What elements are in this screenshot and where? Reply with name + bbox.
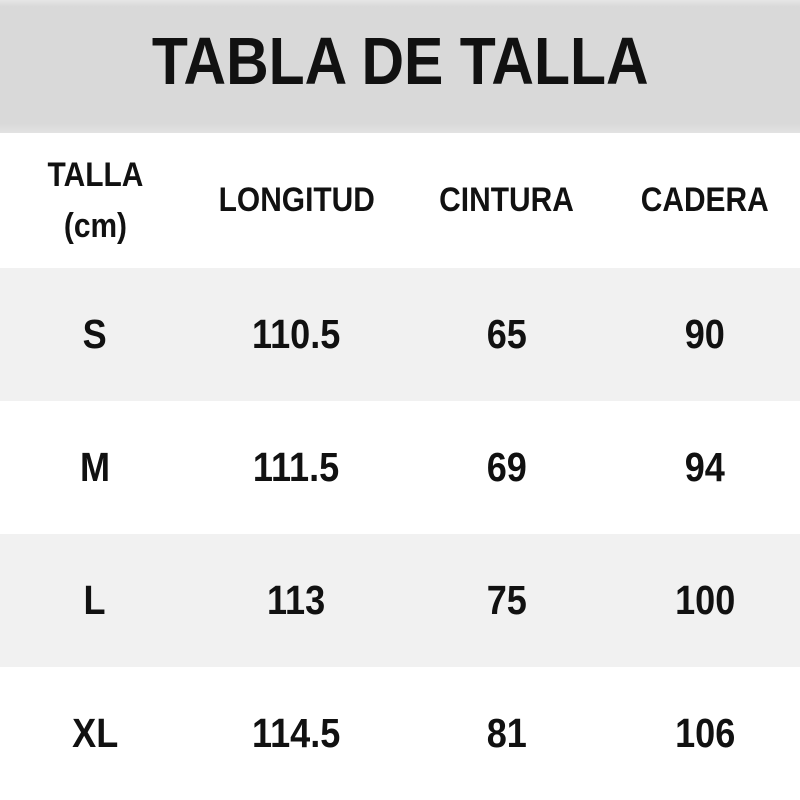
column-header-talla: TALLA (cm) [0, 133, 190, 268]
table-row-xl: XL 114.5 81 106 [0, 667, 800, 800]
cell-cintura: 69 [486, 444, 527, 490]
cell-cadera: 100 [674, 577, 736, 623]
table-row-s: S 110.5 65 90 [0, 268, 800, 401]
column-header-talla-unit: (cm) [63, 206, 127, 245]
cell-cadera: 94 [684, 444, 726, 490]
cell-cadera: 90 [684, 311, 726, 357]
cell-talla: S [82, 311, 108, 357]
column-header-cintura: CINTURA [439, 181, 574, 219]
cell-longitud: 114.5 [252, 710, 341, 756]
title-band: TABLA DE TALLA [0, 0, 800, 133]
cell-longitud: 113 [267, 577, 326, 623]
cell-cintura: 75 [486, 577, 527, 623]
column-header-cadera: CADERA [640, 181, 769, 219]
cell-talla: M [79, 444, 111, 490]
size-table: TALLA (cm) LONGITUD CINTURA CADERA S 110… [0, 133, 800, 800]
page-title: TABLA DE TALLA [151, 24, 649, 99]
column-header-longitud: LONGITUD [218, 181, 375, 219]
cell-longitud: 111.5 [253, 444, 340, 490]
cell-longitud: 110.5 [252, 311, 341, 357]
cell-cintura: 81 [486, 710, 527, 756]
cell-cintura: 65 [486, 311, 527, 357]
cell-cadera: 106 [674, 710, 736, 756]
column-header-talla-label: TALLA [47, 155, 143, 194]
table-header-row: TALLA (cm) LONGITUD CINTURA CADERA [0, 133, 800, 268]
cell-talla: XL [71, 710, 119, 756]
table-row-l: L 113 75 100 [0, 534, 800, 667]
table-row-m: M 111.5 69 94 [0, 401, 800, 534]
cell-talla: L [83, 577, 107, 623]
